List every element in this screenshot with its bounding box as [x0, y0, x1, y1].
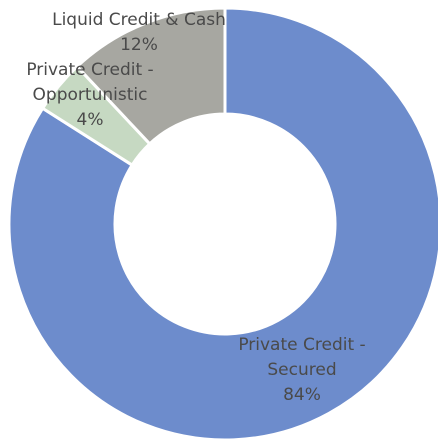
value-label: 12% — [120, 35, 158, 55]
slice-label: Liquid Credit & Cash 12% — [30, 8, 248, 58]
value-label: 4% — [76, 110, 104, 130]
slice-label: Private Credit - Secured 84% — [222, 333, 382, 408]
category-name: Private Credit - Secured — [238, 335, 366, 380]
value-label: 84% — [283, 385, 321, 405]
category-name: Liquid Credit & Cash — [52, 10, 226, 30]
donut-slice — [75, 6, 227, 146]
category-name: Private Credit - Opportunistic — [26, 60, 154, 105]
donut-slice — [7, 6, 438, 439]
slice-label: Private Credit - Opportunistic 4% — [12, 58, 168, 133]
